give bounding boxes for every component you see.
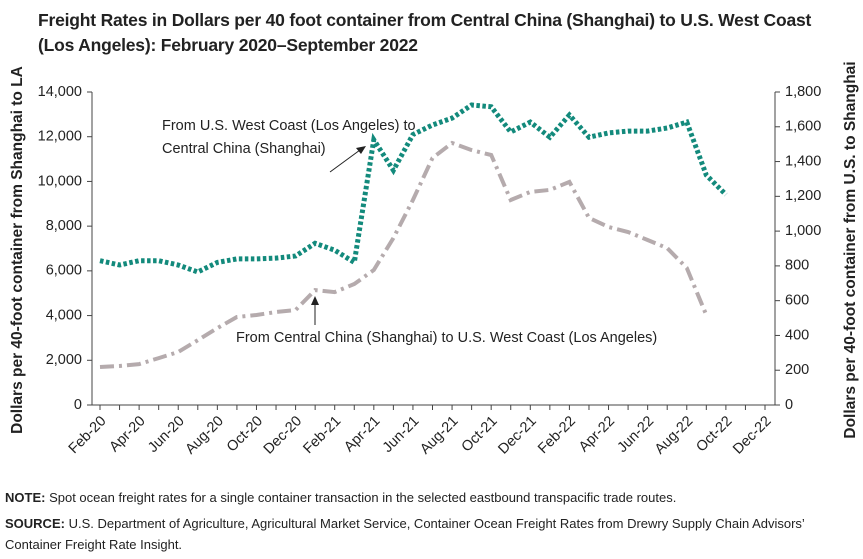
x-tick-label: Aug-21 xyxy=(417,413,461,457)
x-tick-label: Dec-20 xyxy=(261,413,305,457)
x-tick-label: Oct-22 xyxy=(693,413,735,455)
y2-tick-label: 800 xyxy=(785,258,809,274)
source: SOURCE: U.S. Department of Agriculture, … xyxy=(5,513,835,555)
x-tick-label: Feb-22 xyxy=(535,413,579,457)
x-tick-label: Oct-21 xyxy=(459,413,501,455)
y-tick-label: 10,000 xyxy=(38,173,82,189)
x-tick-label: Aug-22 xyxy=(652,413,696,457)
annotation-arrow xyxy=(329,149,361,173)
y2-tick-label: 1,200 xyxy=(785,188,821,204)
y2-tick-label: 1,000 xyxy=(785,223,821,239)
note-label: NOTE: xyxy=(5,490,46,505)
y-tick-label: 14,000 xyxy=(38,84,82,100)
annotation: From U.S. West Coast (Los Angeles) to xyxy=(162,118,416,134)
x-tick-label: Oct-20 xyxy=(224,413,266,455)
x-tick-label: Jun-21 xyxy=(380,413,423,456)
x-tick-label: Apr-20 xyxy=(107,413,149,455)
x-tick-label: Aug-20 xyxy=(183,413,227,457)
note-text: Spot ocean freight rates for a single co… xyxy=(49,490,677,505)
y-axis-label: Dollars per 40-foot container from Shang… xyxy=(9,66,26,434)
annotation: From Central China (Shanghai) to U.S. We… xyxy=(236,330,657,346)
arrow-head xyxy=(311,296,319,305)
y-tick-label: 6,000 xyxy=(46,263,82,279)
y2-tick-label: 1,400 xyxy=(785,153,821,169)
x-tick-label: Apr-22 xyxy=(576,413,618,455)
x-tick-label: Feb-21 xyxy=(300,413,344,457)
series-line xyxy=(99,102,728,275)
y2-tick-label: 1,800 xyxy=(785,84,821,100)
y2-tick-label: 400 xyxy=(785,327,809,343)
source-text: U.S. Department of Agriculture, Agricult… xyxy=(5,516,805,552)
x-tick-label: Dec-21 xyxy=(495,413,539,457)
chart-title: Freight Rates in Dollars per 40 foot con… xyxy=(38,10,812,55)
series-line xyxy=(99,140,709,369)
x-tick-label: Dec-22 xyxy=(730,413,774,457)
chart: 0 2,000 4,000 6,000 8,000 10,000 12,000 14,000 0… xyxy=(9,61,859,457)
note: NOTE: Spot ocean freight rates for a sin… xyxy=(5,487,835,508)
y-tick-label: 8,000 xyxy=(46,218,82,234)
y2-tick-label: 200 xyxy=(785,362,809,378)
y2-tick-label: 1,600 xyxy=(785,119,821,135)
source-label: SOURCE: xyxy=(5,516,65,531)
y-tick-label: 12,000 xyxy=(38,129,82,145)
arrow-head xyxy=(356,146,366,154)
x-tick-label: Jun-20 xyxy=(145,413,188,456)
y-tick-label: 0 xyxy=(74,397,82,413)
y2-tick-label: 600 xyxy=(785,292,809,308)
x-tick-label: Jun-22 xyxy=(615,413,658,456)
annotation: Central China (Shanghai) xyxy=(162,141,326,157)
x-tick-label: Feb-20 xyxy=(66,413,110,457)
y2-tick-label: 0 xyxy=(785,397,793,413)
y2-axis-label: Dollars per 40-foot container from U.S. … xyxy=(842,61,859,438)
x-tick-label: Apr-21 xyxy=(341,413,383,455)
y-tick-label: 2,000 xyxy=(46,352,82,368)
y-tick-label: 4,000 xyxy=(46,307,82,323)
